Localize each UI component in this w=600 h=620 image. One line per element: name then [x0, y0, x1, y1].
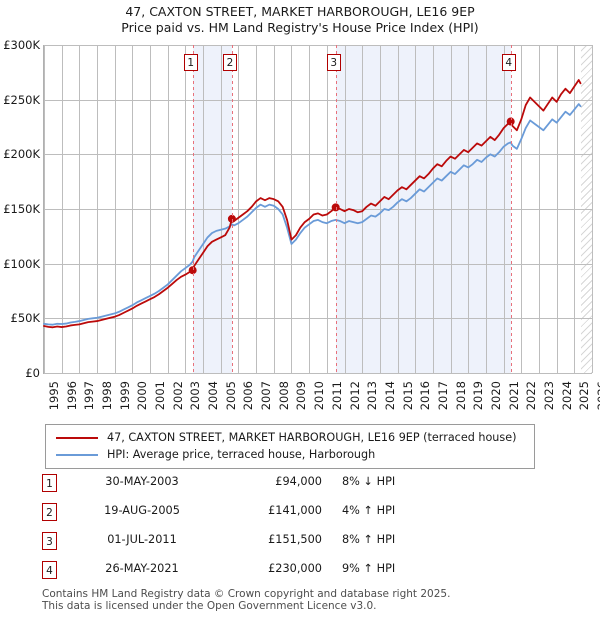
x-tick-label: 2003 [188, 381, 203, 411]
x-tick-label: 2005 [223, 381, 238, 411]
row-badge: 4 [42, 561, 57, 579]
x-tick-label: 2024 [559, 381, 574, 411]
event-line-2 [231, 45, 233, 373]
hpi-delta: 8% ↓ HPI [342, 475, 396, 488]
gridline-horizontal [44, 318, 592, 319]
gridline-horizontal [44, 45, 592, 46]
x-tick-label: 2015 [400, 381, 415, 411]
sale-price: £141,000 [268, 504, 322, 517]
transactions-table: 1 30-MAY-2003 £94,000 8% ↓ HPI 2 19-AUG-2005 £… [42, 470, 462, 586]
y-tick-label: £100K [3, 256, 40, 271]
gridline-vertical [592, 45, 593, 373]
y-tick-label: £50K [10, 311, 41, 326]
x-tick-label: 2001 [153, 381, 168, 411]
page-title: 47, CAXTON STREET, MARKET HARBOROUGH, LE… [125, 4, 475, 19]
event-badge-4[interactable]: 4 [501, 54, 516, 71]
x-tick-label: 2004 [206, 381, 221, 411]
table-row[interactable]: 1 30-MAY-2003 £94,000 8% ↓ HPI [42, 470, 462, 499]
y-tick-label: £250K [3, 92, 40, 107]
sale-price: £94,000 [275, 475, 322, 488]
gridline-horizontal [44, 209, 592, 210]
hpi-delta: 9% ↑ HPI [342, 562, 396, 575]
price-history-chart: £0 £50K £100K £150K £200K £250K £300K 1 2 3 4 199… [0, 38, 600, 410]
x-tick-label: 1998 [100, 381, 115, 411]
x-tick-label: 2013 [365, 381, 380, 411]
row-badge: 2 [42, 503, 57, 521]
x-tick-label: 1997 [82, 381, 97, 411]
sale-date: 19-AUG-2005 [104, 504, 180, 517]
plot-area: 1 2 3 4 [43, 45, 593, 374]
attribution-footer: Contains HM Land Registry data © Crown c… [42, 588, 562, 612]
hpi-delta: 4% ↑ HPI [342, 504, 396, 517]
footer-line-1: Contains HM Land Registry data © Crown c… [42, 588, 451, 600]
x-tick-label: 2019 [471, 381, 486, 411]
sale-price: £230,000 [268, 562, 322, 575]
legend-swatch-icon [56, 453, 98, 456]
hpi-delta: 8% ↑ HPI [342, 533, 396, 546]
series-line [43, 103, 582, 326]
gridline-horizontal [44, 154, 592, 155]
chart-legend: 47, CAXTON STREET, MARKET HARBOROUGH, LE… [45, 424, 535, 469]
x-tick-label: 2012 [347, 381, 362, 411]
x-tick-label: 2014 [382, 381, 397, 411]
x-tick-label: 2006 [241, 381, 256, 411]
x-tick-label: 2020 [488, 381, 503, 411]
x-tick-label: 2022 [524, 381, 539, 411]
gridline-horizontal [44, 264, 592, 265]
event-badge-2[interactable]: 2 [222, 54, 237, 71]
y-tick-label: £150K [3, 202, 40, 216]
x-tick-label: 2008 [276, 381, 291, 411]
footer-line-2: This data is licensed under the Open Gov… [42, 600, 377, 612]
x-tick-label: 2026 [595, 381, 600, 411]
x-tick-label: 2016 [418, 381, 433, 411]
y-tick-label: £200K [3, 147, 40, 162]
table-row[interactable]: 3 01-JUL-2011 £151,500 8% ↑ HPI [42, 528, 462, 557]
x-tick-label: 2018 [453, 381, 468, 411]
x-tick-label: 2002 [170, 381, 185, 411]
gridline-horizontal [44, 373, 592, 374]
y-tick-label: £0 [25, 366, 40, 380]
gridline-horizontal [44, 100, 592, 101]
event-line-4 [510, 45, 512, 373]
x-tick-label: 2023 [541, 381, 556, 411]
y-tick-label: £300K [3, 38, 40, 52]
sale-date: 26-MAY-2021 [105, 562, 179, 575]
x-tick-label: 2007 [259, 381, 274, 411]
legend-swatch-icon [56, 436, 98, 439]
row-badge: 1 [42, 474, 57, 492]
x-axis-labels: 1995 1996 1997 1998 1999 2000 2001 2002 2003 2004… [43, 378, 600, 424]
x-tick-label: 1999 [117, 381, 132, 411]
table-row[interactable]: 4 26-MAY-2021 £230,000 9% ↑ HPI [42, 557, 462, 586]
x-tick-label: 2000 [135, 381, 150, 411]
legend-label: 47, CAXTON STREET, MARKET HARBOROUGH, LE… [107, 431, 517, 444]
chart-title-block: 47, CAXTON STREET, MARKET HARBOROUGH, LE… [0, 4, 600, 36]
legend-label: HPI: Average price, terraced house, Harb… [107, 448, 376, 461]
x-tick-label: 2025 [577, 381, 592, 411]
x-tick-label: 2010 [312, 381, 327, 411]
x-tick-label: 1996 [64, 381, 79, 411]
row-badge: 3 [42, 532, 57, 550]
page-subtitle: Price paid vs. HM Land Registry's House … [121, 20, 479, 35]
legend-item-1: 47, CAXTON STREET, MARKET HARBOROUGH, LE… [52, 429, 528, 446]
series-line [43, 79, 582, 329]
event-line-3 [335, 45, 337, 373]
sale-date: 01-JUL-2011 [107, 533, 177, 546]
x-tick-label: 2017 [435, 381, 450, 411]
table-row[interactable]: 2 19-AUG-2005 £141,000 4% ↑ HPI [42, 499, 462, 528]
sale-date: 30-MAY-2003 [105, 475, 179, 488]
x-tick-label: 2021 [506, 381, 521, 411]
x-tick-label: 2011 [329, 381, 344, 411]
event-badge-3[interactable]: 3 [326, 54, 341, 71]
legend-item-2: HPI: Average price, terraced house, Harb… [52, 446, 528, 463]
sale-price: £151,500 [268, 533, 322, 546]
event-badge-1[interactable]: 1 [183, 54, 198, 71]
x-tick-label: 1995 [47, 381, 61, 411]
event-line-1 [192, 45, 194, 373]
x-tick-label: 2009 [294, 381, 309, 411]
